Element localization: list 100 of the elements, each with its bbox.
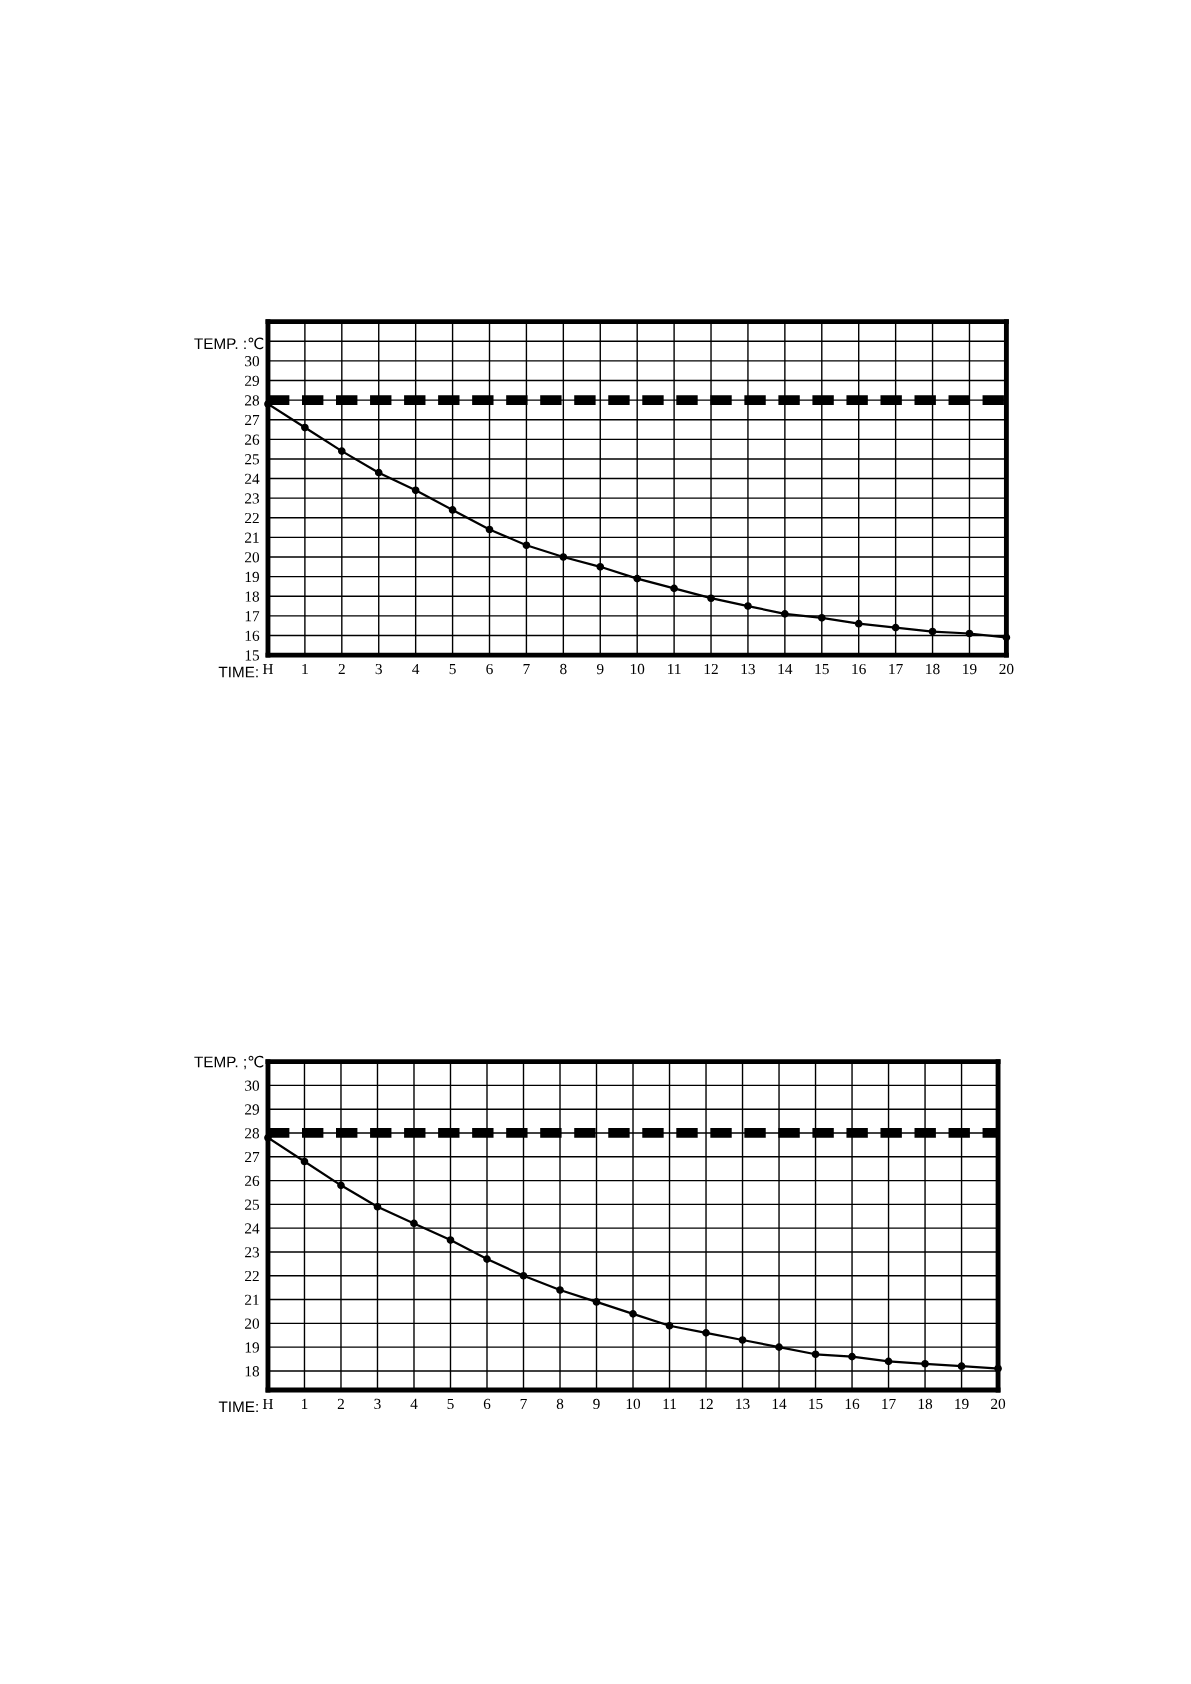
x-tick-label: 3 — [375, 663, 382, 675]
y-tick-label: 15 — [245, 650, 260, 661]
x-tick-label: 15 — [815, 663, 829, 675]
y-tick-label: 20 — [245, 1318, 260, 1329]
point — [485, 525, 494, 534]
y-tick-label: 23 — [245, 493, 260, 504]
y-tick-label: 16 — [245, 630, 260, 641]
x-tick-label: 11 — [668, 663, 681, 675]
point — [994, 1364, 1002, 1373]
point — [738, 1336, 747, 1344]
point — [891, 623, 900, 632]
point — [301, 423, 309, 432]
point — [483, 1255, 491, 1263]
point — [448, 506, 457, 514]
x-tick-label: 9 — [593, 1398, 600, 1410]
x-tick-label: 1 — [302, 1398, 308, 1409]
point — [629, 1310, 637, 1318]
x-axis-title: TIME: — [218, 1401, 258, 1412]
x-tick-label: 18 — [926, 663, 940, 675]
point — [264, 400, 272, 408]
x-tick-label: 1 — [302, 663, 308, 675]
y-tick-label: 21 — [245, 1294, 259, 1305]
x-tick-label: 4 — [410, 1398, 418, 1409]
x-tick-label: 5 — [449, 664, 456, 675]
y-tick-label: 19 — [245, 1342, 260, 1353]
y-tick-label: 22 — [245, 1270, 259, 1282]
y-axis-title: TEMP. ;℃ — [194, 1055, 264, 1070]
x-tick-label: 5 — [447, 1398, 454, 1410]
point — [446, 1236, 455, 1244]
y-tick-label: 28 — [245, 395, 260, 406]
x-axis-title: TIME: — [218, 666, 258, 678]
point — [670, 584, 678, 593]
y-tick-label: 30 — [245, 1080, 260, 1091]
y-tick-label: 29 — [245, 1104, 260, 1115]
y-tick-label: 26 — [245, 434, 260, 445]
y-tick-label: 23 — [245, 1247, 260, 1258]
x-tick-label: 19 — [963, 663, 977, 675]
x-tick-label: 16 — [852, 663, 866, 675]
y-tick-label: 29 — [245, 375, 260, 386]
y-tick-label: 28 — [245, 1128, 260, 1139]
y-tick-label: 17 — [245, 611, 260, 622]
x-tick-label: 8 — [556, 1398, 564, 1410]
point — [928, 627, 937, 636]
point — [775, 1343, 783, 1351]
x-tick-label: 6 — [483, 1398, 491, 1410]
point — [592, 1298, 601, 1306]
point — [300, 1157, 309, 1166]
x-tick-label: 12 — [699, 1398, 713, 1409]
point — [707, 594, 715, 603]
point — [921, 1359, 929, 1368]
point — [965, 629, 974, 638]
y-tick-label: 24 — [245, 473, 260, 484]
point — [522, 541, 531, 550]
point — [702, 1329, 710, 1337]
x-tick-label: 13 — [736, 1398, 750, 1410]
point — [781, 610, 789, 618]
point — [519, 1271, 528, 1280]
x-tick-label: 9 — [596, 663, 604, 675]
point — [337, 1181, 345, 1190]
point — [848, 1352, 856, 1361]
point — [633, 574, 642, 583]
point — [854, 619, 863, 628]
y-tick-label: 27 — [245, 1151, 260, 1163]
x-tick-label: 17 — [889, 663, 903, 675]
x-tick-label: 7 — [523, 664, 530, 675]
x-tick-label: 7 — [520, 1398, 527, 1409]
point — [410, 1219, 418, 1228]
x-tick-label: 10 — [626, 1398, 641, 1410]
x-tick-label: 15 — [809, 1398, 823, 1410]
y-axis-title: TEMP. :℃ — [194, 337, 264, 350]
x-tick-label: 6 — [486, 663, 493, 675]
x-tick-label: 20 — [991, 1398, 1006, 1410]
x-tick-label: 4 — [412, 663, 420, 675]
point — [596, 562, 605, 571]
x-tick-label: 19 — [955, 1398, 969, 1410]
x-tick-label: 13 — [741, 663, 755, 675]
x-tick-label: 16 — [845, 1398, 860, 1410]
x-tick-label: 8 — [560, 663, 567, 675]
x-tick-label: 10 — [630, 663, 645, 675]
point — [1002, 633, 1011, 642]
x-tick-label: 14 — [772, 1398, 787, 1409]
point — [744, 602, 752, 610]
x-tick-label: 2 — [338, 663, 345, 675]
x-tick-label: 17 — [882, 1398, 896, 1409]
y-tick-label: 20 — [245, 552, 260, 563]
point — [556, 1286, 564, 1294]
y-tick-label: 18 — [245, 591, 260, 602]
x-tick-label: H — [262, 1398, 274, 1409]
x-tick-label: 14 — [778, 663, 793, 675]
x-tick-label: 12 — [704, 663, 718, 675]
y-tick-label: 19 — [245, 571, 260, 583]
y-tick-label: 30 — [245, 356, 260, 367]
point — [665, 1321, 674, 1330]
x-tick-label: 11 — [663, 1398, 676, 1409]
point — [817, 613, 826, 622]
point — [411, 486, 420, 495]
point — [884, 1357, 893, 1366]
point — [337, 447, 346, 455]
y-tick-label: 22 — [245, 512, 259, 524]
point — [373, 1202, 382, 1211]
